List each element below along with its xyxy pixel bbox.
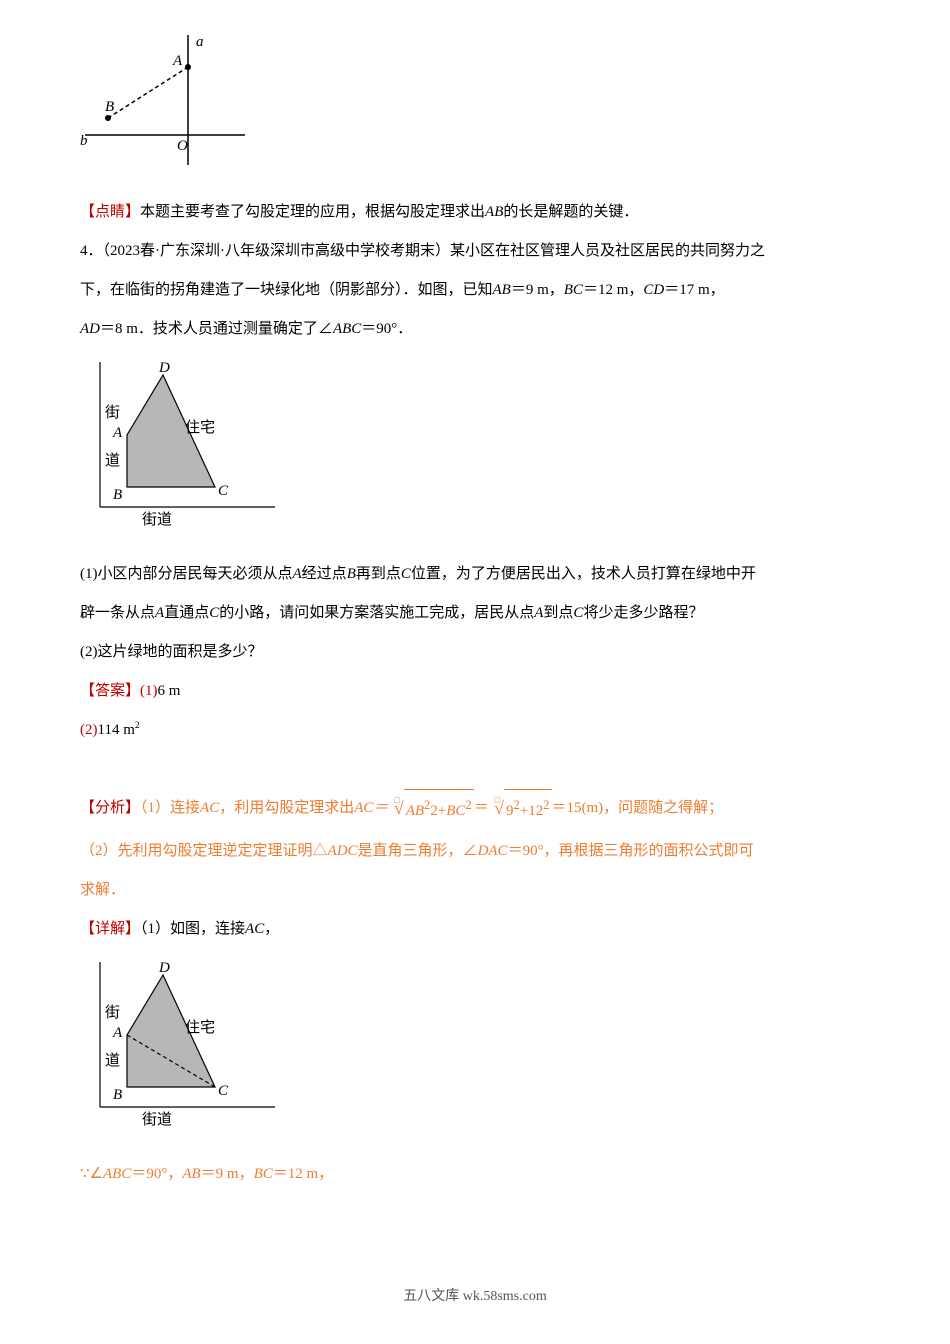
q4-line3: AD＝8 m．技术人员通过测量确定了∠ABC＝90°．	[80, 311, 890, 347]
svg-text:B: B	[113, 487, 122, 503]
svg-text:街: 街	[105, 1004, 120, 1021]
answer-2: (2)114 m2	[80, 712, 890, 748]
dianjing-para: 【点睛】本题主要考查了勾股定理的应用，根据勾股定理求出AB的长是解题的关键．	[80, 194, 890, 230]
svg-text:B: B	[113, 1087, 122, 1103]
svg-text:A: A	[112, 1025, 123, 1041]
diagram-perpendicular-lines: a A B b O	[80, 30, 890, 184]
svg-text:C: C	[218, 1083, 229, 1099]
svg-text:A: A	[112, 425, 123, 441]
q4-sub1-line1: (1)小区内部分居民每天必须从点A经过点B再到点C位置，为了方便居民出入，技术人…	[80, 556, 890, 592]
xiangjie-line1: 【详解】（1）如图，连接AC，	[80, 911, 890, 947]
page-footer: 五八文库 wk.58sms.com	[0, 1280, 950, 1314]
svg-text:住宅: 住宅	[185, 1019, 215, 1036]
svg-text:街道: 街道	[142, 1111, 172, 1128]
svg-text:B: B	[105, 99, 114, 115]
dianjing-text: 本题主要考查了勾股定理的应用，根据勾股定理求出	[140, 204, 485, 220]
svg-text:D: D	[158, 960, 170, 976]
svg-text:a: a	[196, 34, 204, 50]
svg-text:A: A	[172, 53, 183, 69]
diagram-green-area-2: D A B C 街 道 住宅 街道	[80, 957, 890, 1146]
q4-sub2: (2)这片绿地的面积是多少？	[80, 634, 890, 670]
svg-text:街道: 街道	[142, 511, 172, 528]
xiangjie-label: 【详解】	[80, 921, 140, 937]
svg-text:街: 街	[105, 404, 120, 421]
dianjing-text2: 的长是解题的关键．	[503, 204, 638, 220]
var-ab: AB	[485, 204, 503, 220]
svg-text:D: D	[158, 360, 170, 376]
svg-text:b: b	[80, 133, 88, 149]
diagram-green-area-1: D A B C 街 道 住宅 街道	[80, 357, 890, 546]
dianjing-label: 【点睛】	[80, 204, 140, 220]
answer-1: 【答案】(1)6 m	[80, 673, 890, 709]
q4-line2: 下，在临街的拐角建造了一块绿化地（阴影部分）．如图，已知AB＝9 m，BC＝12…	[80, 272, 890, 308]
svg-text:C: C	[218, 483, 229, 499]
svg-text:住宅: 住宅	[185, 419, 215, 436]
fenxi-line2: （2）先利用勾股定理逆定定理证明△ADC是直角三角形，∠DAC＝90°，再根据三…	[80, 833, 890, 869]
q4-sub1-line2: 辟一条从点A直通点C的小路，请问如果方案落实施工完成，居民从点A到点C将少走多少…	[80, 595, 890, 631]
q4-line1: 4．（2023春·广东深圳·八年级深圳市高级中学校考期末）某小区在社区管理人员及…	[80, 233, 890, 269]
answer-label: 【答案】	[80, 683, 140, 699]
svg-text:道: 道	[105, 452, 120, 469]
svg-text:O: O	[177, 138, 188, 154]
conclusion-line: ∵∠ABC＝90°，AB＝9 m，BC＝12 m，	[80, 1156, 890, 1192]
fenxi-line3: 求解．	[80, 872, 890, 908]
svg-text:道: 道	[105, 1052, 120, 1069]
fenxi-label: 【分析】	[80, 800, 140, 816]
fenxi-line1: 【分析】（1）连接AC，利用勾股定理求出AC＝□√AB22+BC2＝□√92+1…	[80, 787, 890, 830]
